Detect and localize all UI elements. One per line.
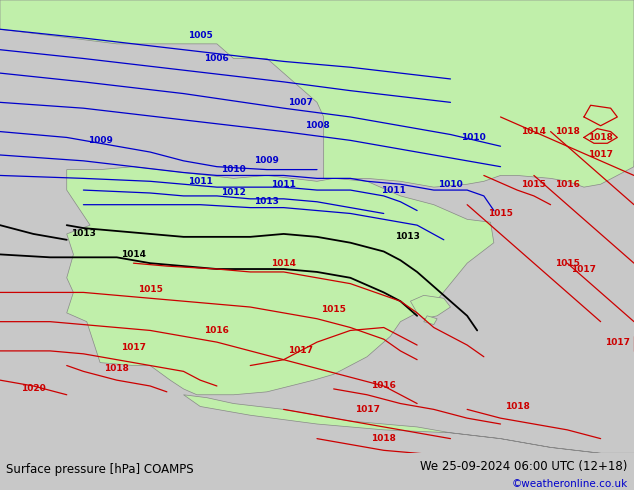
Text: 1013: 1013	[71, 229, 96, 239]
Text: 1018: 1018	[505, 402, 529, 411]
Text: 1009: 1009	[87, 136, 113, 145]
Text: 1015: 1015	[555, 259, 579, 268]
Text: 1013: 1013	[394, 232, 420, 242]
Text: 1010: 1010	[221, 165, 246, 174]
Text: 1017: 1017	[571, 265, 597, 273]
Text: 1018: 1018	[588, 133, 613, 142]
Polygon shape	[424, 316, 437, 324]
Text: 1006: 1006	[205, 54, 230, 63]
Text: 1015: 1015	[321, 305, 346, 315]
Polygon shape	[67, 167, 494, 395]
Polygon shape	[410, 295, 451, 318]
Text: 1011: 1011	[271, 180, 296, 189]
Text: 1016: 1016	[372, 382, 396, 391]
Text: 1018: 1018	[372, 434, 396, 443]
Text: 1020: 1020	[21, 385, 46, 393]
Polygon shape	[183, 395, 634, 459]
Text: 1018: 1018	[555, 127, 579, 136]
Text: 1016: 1016	[204, 326, 230, 335]
Text: 1011: 1011	[188, 177, 212, 186]
Text: 1010: 1010	[438, 180, 463, 189]
Text: ©weatheronline.co.uk: ©weatheronline.co.uk	[512, 480, 628, 490]
Text: 1005: 1005	[188, 30, 212, 40]
Text: 1012: 1012	[221, 189, 246, 197]
Text: 1008: 1008	[304, 121, 330, 130]
Text: Surface pressure [hPa] COAMPS: Surface pressure [hPa] COAMPS	[6, 463, 194, 476]
Text: 1009: 1009	[254, 156, 280, 165]
Text: 1017: 1017	[588, 150, 613, 159]
Text: 1017: 1017	[354, 405, 380, 414]
Text: 1014: 1014	[271, 259, 296, 268]
Text: 1017: 1017	[288, 346, 313, 355]
Text: 1016: 1016	[555, 180, 579, 189]
Polygon shape	[0, 0, 634, 187]
Text: 1010: 1010	[462, 133, 486, 142]
Text: 1007: 1007	[288, 98, 313, 107]
Text: 1013: 1013	[254, 197, 280, 206]
Text: 1011: 1011	[381, 186, 406, 195]
Text: 1018: 1018	[105, 364, 129, 373]
Text: 1014: 1014	[121, 250, 146, 259]
Text: 1017: 1017	[605, 338, 630, 346]
Text: 1015: 1015	[521, 180, 547, 189]
Text: 1017: 1017	[121, 343, 146, 352]
Text: 1015: 1015	[138, 285, 162, 294]
Text: 1014: 1014	[521, 127, 547, 136]
Text: We 25-09-2024 06:00 UTC (12+18): We 25-09-2024 06:00 UTC (12+18)	[420, 460, 628, 473]
Text: 1015: 1015	[488, 209, 513, 218]
